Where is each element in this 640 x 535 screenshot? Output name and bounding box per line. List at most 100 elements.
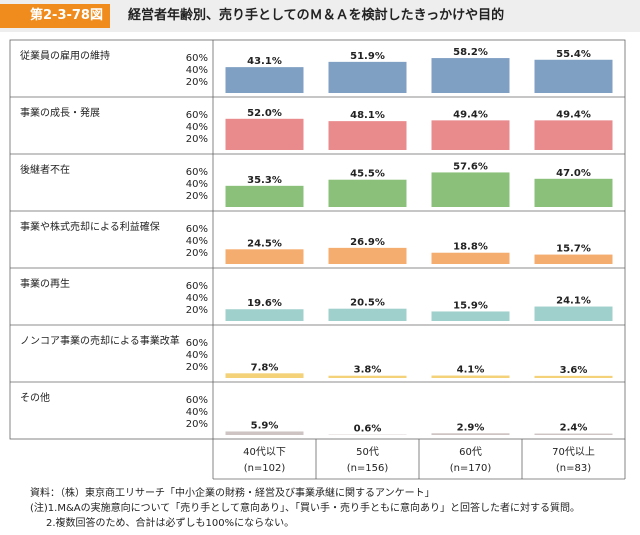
series-label: 事業や株式売却による利益確保 <box>20 220 160 233</box>
bar <box>534 254 613 264</box>
bar <box>225 431 304 435</box>
data-label: 26.9% <box>350 237 385 248</box>
series-label: 従業員の雇用の維持 <box>20 49 110 62</box>
data-label: 52.0% <box>247 108 282 119</box>
bar <box>431 120 510 150</box>
category-n-label: (n=170) <box>450 463 492 474</box>
y-tick-label: 60% <box>186 224 208 235</box>
y-tick-label: 20% <box>186 191 208 202</box>
bar <box>225 373 304 378</box>
bar <box>328 247 407 264</box>
y-tick-label: 40% <box>186 293 208 304</box>
data-label: 15.7% <box>556 244 591 255</box>
series-label: 事業の再生 <box>20 277 70 290</box>
series-label: 後継者不在 <box>20 163 70 176</box>
series-label: その他 <box>20 391 50 404</box>
data-label: 5.9% <box>251 420 279 431</box>
bar <box>534 433 613 435</box>
bar-chart: 従業員の雇用の維持 60%40%20%43.1% 51.9% 58.2% 55.4%事業… <box>9 39 626 480</box>
series-label: ノンコア事業の売却による事業改革 <box>20 334 180 347</box>
y-tick-label: 40% <box>186 179 208 190</box>
data-label: 49.4% <box>453 109 488 120</box>
data-label: 4.1% <box>457 365 485 376</box>
bar <box>328 179 407 207</box>
data-label: 20.5% <box>350 298 385 309</box>
y-tick-label: 20% <box>186 305 208 316</box>
category-n-label: (n=156) <box>347 463 389 474</box>
chart-frame <box>9 39 626 440</box>
bar <box>534 59 613 93</box>
data-label: 3.6% <box>560 365 588 376</box>
data-label: 24.5% <box>247 238 282 249</box>
bar <box>328 61 407 93</box>
bar <box>328 121 407 150</box>
bar <box>225 118 304 150</box>
data-label: 49.4% <box>556 109 591 120</box>
data-label: 24.1% <box>556 296 591 307</box>
bar <box>431 433 510 435</box>
y-tick-label: 60% <box>186 167 208 178</box>
category-n-label: (n=83) <box>556 463 591 474</box>
data-label: 51.9% <box>350 51 385 62</box>
bar <box>328 375 407 378</box>
y-tick-label: 20% <box>186 248 208 259</box>
bar <box>534 306 613 321</box>
figure-number: 第2-3-78図 <box>0 4 110 28</box>
bar <box>225 249 304 264</box>
category-n-label: (n=102) <box>244 463 286 474</box>
y-tick-label: 60% <box>186 53 208 64</box>
source-note: 資料：（株）東京商工リサーチ「中小企業の財務・経営及び事業承継に関するアンケート… <box>30 488 435 499</box>
bar <box>225 67 304 93</box>
data-label: 57.6% <box>453 161 488 172</box>
category-label: 50代 <box>356 446 379 458</box>
bar <box>431 311 510 321</box>
y-tick-label: 40% <box>186 122 208 133</box>
bar <box>431 172 510 207</box>
data-label: 47.0% <box>556 168 591 179</box>
notes: 資料：（株）東京商工リサーチ「中小企業の財務・経営及び事業承継に関するアンケート… <box>30 486 580 531</box>
data-label: 43.1% <box>247 56 282 67</box>
y-tick-label: 60% <box>186 338 208 349</box>
bar <box>534 178 613 207</box>
y-tick-label: 40% <box>186 65 208 76</box>
y-tick-label: 60% <box>186 281 208 292</box>
y-tick-label: 40% <box>186 236 208 247</box>
note-1: (注)1.M&Aの実施意向について「売り手として意向あり」、「買い手・売り手とも… <box>30 503 581 514</box>
data-label: 0.6% <box>354 424 382 435</box>
category-label: 70代以上 <box>552 446 595 458</box>
y-tick-label: 20% <box>186 362 208 373</box>
y-tick-label: 20% <box>186 134 208 145</box>
category-label: 40代以下 <box>243 446 286 458</box>
data-label: 15.9% <box>453 300 488 311</box>
category-label: 60代 <box>459 446 482 458</box>
data-label: 19.6% <box>247 298 282 309</box>
bar <box>534 375 613 378</box>
bar <box>534 120 613 150</box>
data-label: 45.5% <box>350 169 385 180</box>
y-tick-label: 20% <box>186 77 208 88</box>
data-label: 55.4% <box>556 49 591 60</box>
data-label: 58.2% <box>453 47 488 58</box>
bar <box>225 309 304 321</box>
y-tick-label: 60% <box>186 395 208 406</box>
y-tick-label: 40% <box>186 350 208 361</box>
data-label: 35.3% <box>247 175 282 186</box>
y-tick-label: 60% <box>186 110 208 121</box>
data-label: 2.4% <box>560 423 588 434</box>
series-label: 事業の成長・発展 <box>20 106 100 119</box>
figure-title: 経営者年齢別、売り手としてのＭ＆Ａを検討したきっかけや目的 <box>128 8 505 23</box>
data-label: 48.1% <box>350 110 385 121</box>
data-label: 7.8% <box>251 362 279 373</box>
y-tick-label: 20% <box>186 419 208 430</box>
figure-header: 第2-3-78図 経営者年齢別、売り手としてのＭ＆Ａを検討したきっかけや目的 <box>0 0 640 32</box>
data-label: 18.8% <box>453 242 488 253</box>
y-tick-label: 40% <box>186 407 208 418</box>
data-label: 2.9% <box>457 422 485 433</box>
note-2: 2.複数回答のため、合計は必ずしも100%にならない。 <box>46 518 295 529</box>
data-label: 3.8% <box>354 365 382 376</box>
bar <box>328 308 407 321</box>
bar <box>431 252 510 264</box>
bar <box>225 185 304 207</box>
bar <box>431 375 510 378</box>
bar <box>431 58 510 93</box>
